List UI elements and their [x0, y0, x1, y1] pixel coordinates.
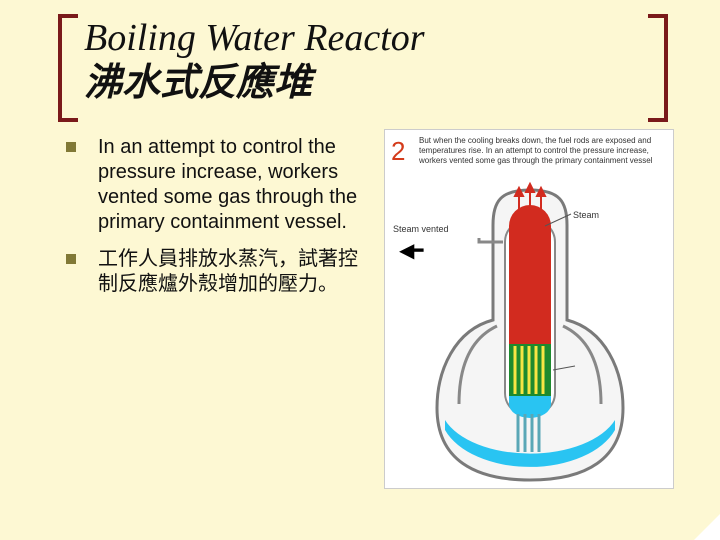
- title-block: Boiling Water Reactor 沸水式反應堆: [60, 18, 682, 107]
- title-chinese: 沸水式反應堆: [84, 60, 682, 108]
- bullet-list: In an attempt to control the pressure in…: [60, 129, 372, 489]
- list-item: In an attempt to control the pressure in…: [60, 135, 372, 235]
- bracket-left-icon: [58, 14, 78, 122]
- list-item: 工作人員排放水蒸汽，試著控制反應爐外殼增加的壓力。: [60, 247, 372, 297]
- bullet-text-en: In an attempt to control the pressure in…: [98, 135, 372, 235]
- slide: Boiling Water Reactor 沸水式反應堆 In an attem…: [0, 0, 720, 540]
- body-row: In an attempt to control the pressure in…: [60, 129, 682, 489]
- bracket-right-icon: [648, 14, 668, 122]
- bullet-text-zh: 工作人員排放水蒸汽，試著控制反應爐外殼增加的壓力。: [98, 247, 372, 297]
- title-english: Boiling Water Reactor: [84, 18, 682, 60]
- bullet-icon: [66, 142, 76, 152]
- reactor-diagram-icon: [385, 130, 675, 490]
- page-corner-icon: [694, 514, 720, 540]
- bullet-icon: [66, 254, 76, 264]
- reactor-figure: 2 But when the cooling breaks down, the …: [384, 129, 674, 489]
